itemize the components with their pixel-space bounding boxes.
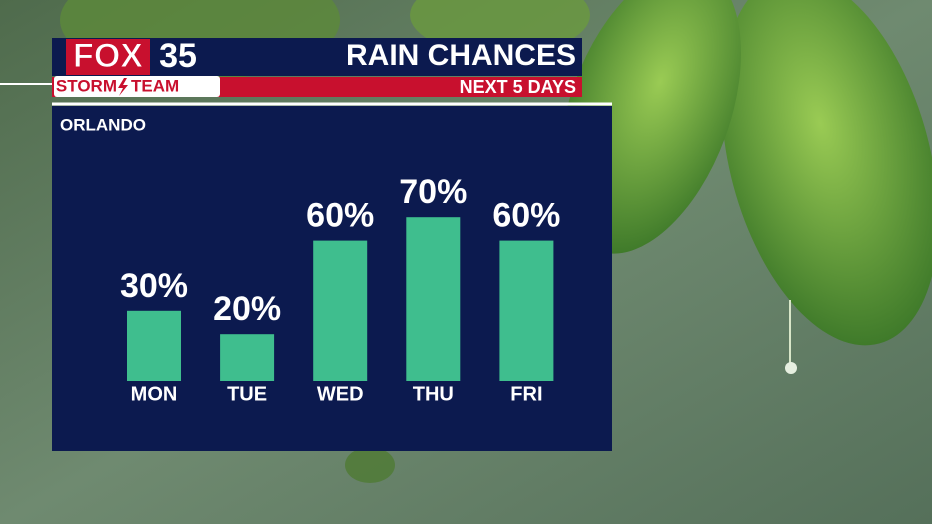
team-right: TEAM: [131, 76, 179, 95]
x-tick-label: WED: [317, 383, 364, 405]
x-tick-label: TUE: [227, 383, 267, 405]
logo-channel: 35: [159, 37, 197, 75]
x-tick-label: THU: [413, 383, 454, 405]
value-label: 20%: [213, 290, 281, 328]
bar: [127, 310, 181, 381]
leaves: [60, 0, 932, 483]
value-label: 70%: [399, 173, 467, 211]
value-label: 60%: [306, 197, 374, 235]
bar: [406, 217, 461, 381]
value-label: 60%: [492, 197, 560, 235]
chart-subtitle: NEXT 5 DAYS: [460, 77, 576, 97]
location: ORLANDO: [60, 115, 146, 134]
team-box: [54, 76, 220, 97]
bar: [313, 240, 368, 381]
chart-title: RAIN CHANCES: [346, 39, 576, 72]
logo-network: FOX: [73, 37, 143, 75]
bar: [499, 240, 554, 381]
plot: MON 30% TUE 20% WED 60% THU 70% FRI 60%: [120, 173, 560, 405]
bolt-icon: [118, 78, 128, 96]
x-tick-label: MON: [131, 383, 178, 405]
bar: [220, 334, 275, 381]
value-label: 30%: [120, 267, 188, 305]
logo-box: [66, 39, 150, 75]
team-left: STORM: [56, 76, 117, 95]
x-tick-label: FRI: [510, 383, 542, 405]
